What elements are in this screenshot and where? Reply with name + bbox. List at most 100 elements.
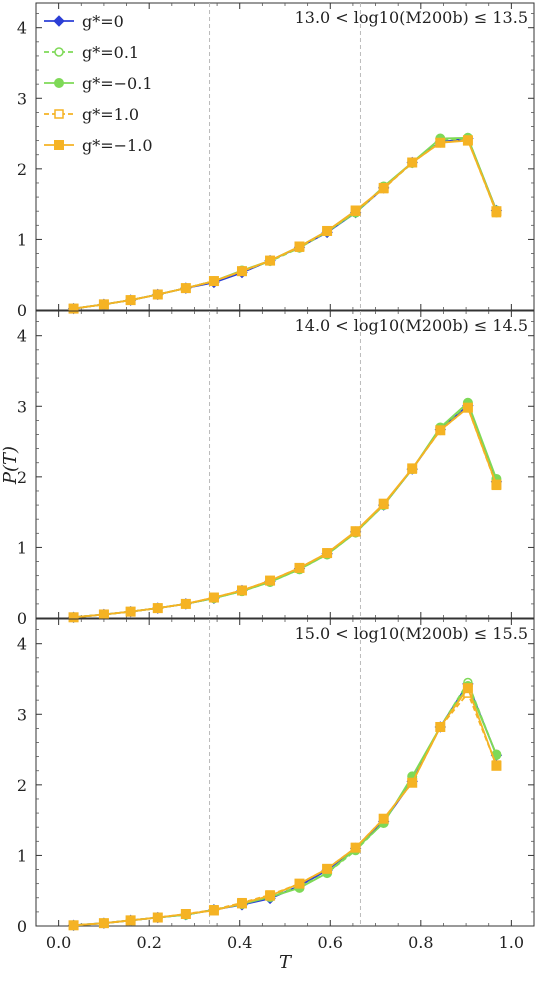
data-point (265, 575, 276, 586)
data-point (180, 598, 191, 609)
data-point (378, 182, 389, 193)
series-line (73, 139, 498, 310)
series-1 (68, 133, 502, 314)
data-point (152, 603, 163, 614)
data-point (98, 299, 109, 310)
series-4 (68, 402, 502, 623)
data-point (462, 135, 473, 146)
data-point (462, 402, 473, 413)
series-2 (68, 681, 502, 931)
data-point (322, 863, 333, 874)
y-tick-label: 3 (17, 397, 27, 416)
legend-label: g*=−1.0 (82, 136, 153, 155)
y-tick-label: 2 (17, 776, 27, 795)
legend: g*=0 g*=0.1 g*=−0.1 g*=1.0 g*=−1.0 (44, 12, 153, 155)
y-tick-label: 3 (17, 705, 27, 724)
panel-label: 15.0 < log10(M200b) ≤ 15.5 (295, 624, 528, 643)
data-point (208, 905, 219, 916)
series-line (73, 137, 498, 310)
panel-1: 0 1 2 3 4 13.0 < log10(M200b) ≤ 13.5 (17, 2, 535, 320)
data-point (152, 289, 163, 300)
series-line (73, 403, 498, 619)
x-tick-label: 0.6 (318, 933, 343, 952)
data-point (208, 276, 219, 287)
data-point (350, 842, 361, 853)
x-tick-label: 0.0 (46, 933, 71, 952)
legend-item: g*=0.1 (44, 43, 139, 62)
data-point (236, 898, 247, 909)
y-tick-label: 0 (17, 917, 27, 936)
series-0 (67, 132, 503, 315)
legend-marker (54, 140, 64, 150)
data-point (294, 878, 305, 889)
series-2 (68, 132, 502, 314)
data-point (180, 283, 191, 294)
x-tick-label: 1.0 (499, 933, 524, 952)
y-tick-label: 0 (17, 301, 27, 320)
data-point (407, 157, 418, 168)
data-point (68, 920, 79, 931)
data-point (378, 498, 389, 509)
series-line (73, 401, 498, 619)
legend-item: g*=0 (44, 12, 124, 31)
legend-item: g*=−1.0 (44, 136, 153, 155)
panel-frame (35, 618, 535, 927)
y-tick-label: 1 (17, 538, 27, 557)
data-point (462, 683, 473, 694)
y-tick-label: 4 (17, 635, 27, 654)
series-4 (68, 683, 502, 931)
data-point (125, 295, 136, 306)
data-point (350, 205, 361, 216)
legend-item: g*=−0.1 (44, 74, 153, 93)
series-line (73, 137, 498, 310)
x-axis-title: T (279, 952, 293, 973)
y-tick-label: 1 (17, 846, 27, 865)
panel-label: 13.0 < log10(M200b) ≤ 13.5 (295, 8, 528, 27)
y-tick-label: 0 (17, 609, 27, 628)
data-point (208, 592, 219, 603)
data-point (491, 479, 502, 490)
x-tick-label: 0.4 (227, 933, 252, 952)
data-point (350, 526, 361, 537)
data-point (236, 266, 247, 277)
data-point (435, 137, 446, 148)
data-point (265, 255, 276, 266)
legend-label: g*=−0.1 (82, 74, 153, 93)
series-4 (68, 135, 502, 314)
data-point (491, 760, 502, 771)
panel-label: 14.0 < log10(M200b) ≤ 14.5 (295, 316, 528, 335)
data-point (294, 241, 305, 252)
series-3 (68, 135, 502, 314)
y-tick-label: 3 (17, 89, 27, 108)
data-point (435, 721, 446, 732)
series-line (73, 406, 498, 619)
y-tick-label: 4 (17, 327, 27, 346)
y-tick-label: 2 (17, 160, 27, 179)
y-tick-label: 4 (17, 19, 27, 38)
legend-label: g*=0 (82, 12, 124, 31)
x-tick-label: 0.2 (136, 933, 161, 952)
data-point (265, 890, 276, 901)
y-tick-label: 1 (17, 230, 27, 249)
data-point (125, 606, 136, 617)
legend-item: g*=1.0 (44, 105, 139, 124)
legend-marker (54, 47, 64, 57)
data-point (98, 609, 109, 620)
legend-marker (54, 109, 64, 119)
data-point (322, 548, 333, 559)
data-point (152, 912, 163, 923)
legend-label: g*=0.1 (82, 43, 139, 62)
x-tick-label: 0.8 (408, 933, 433, 952)
series-line (73, 687, 498, 927)
y-tick-label: 2 (17, 468, 27, 487)
series-line (73, 138, 498, 310)
data-point (407, 777, 418, 788)
data-point (322, 225, 333, 236)
data-point (98, 918, 109, 929)
data-point (68, 612, 79, 623)
data-point (68, 303, 79, 314)
data-point (125, 915, 136, 926)
y-axis-title: P(T) (0, 446, 21, 485)
